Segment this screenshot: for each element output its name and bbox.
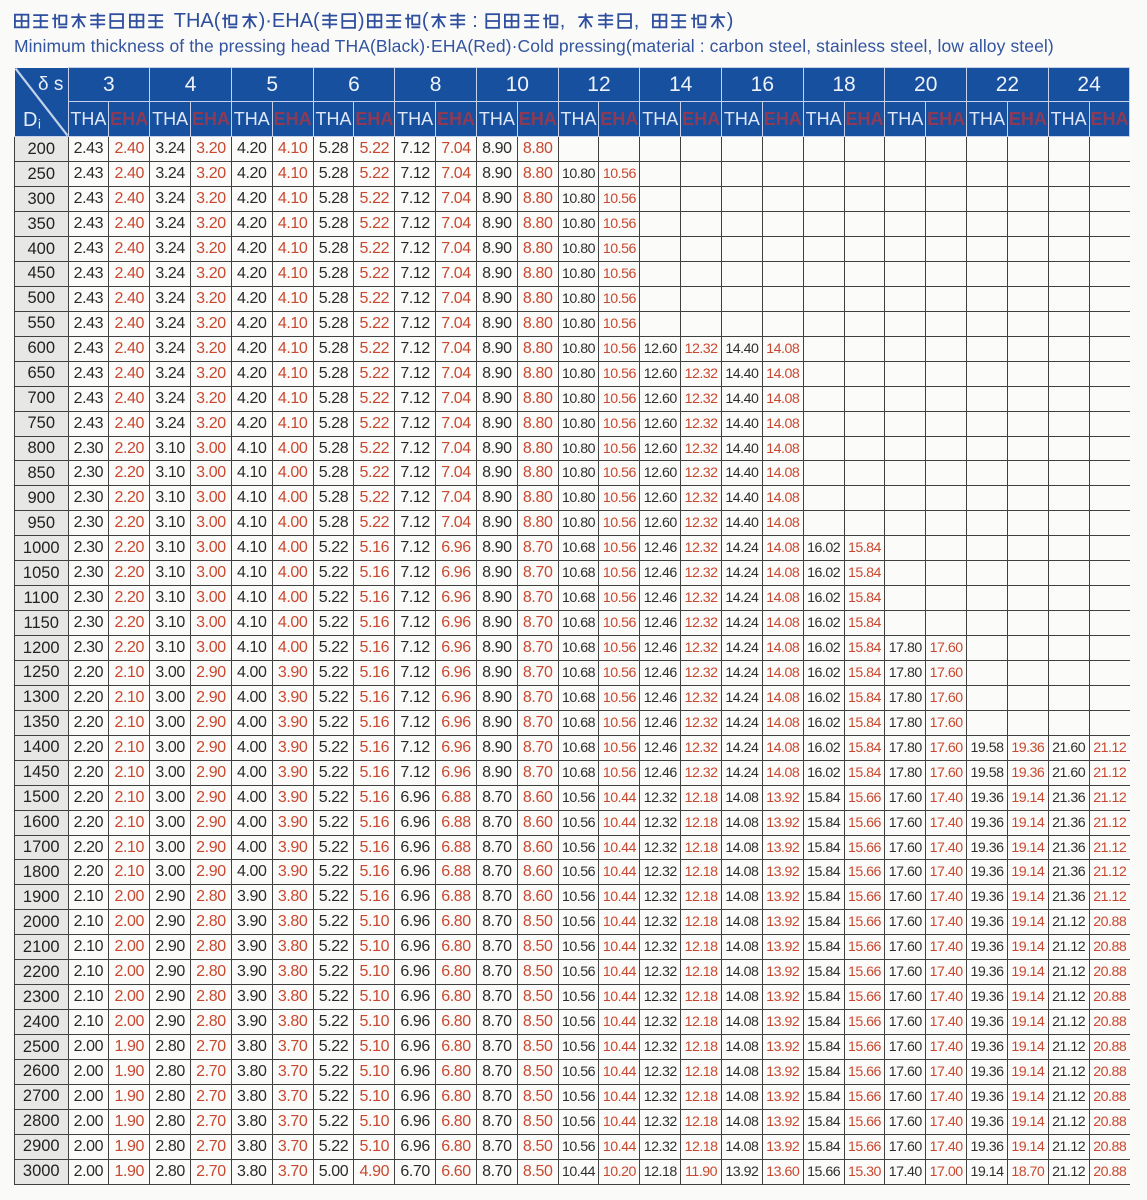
svg-text:D: D [23,109,37,131]
svg-text:i: i [38,116,41,131]
svg-text:δ s: δ s [38,74,63,95]
